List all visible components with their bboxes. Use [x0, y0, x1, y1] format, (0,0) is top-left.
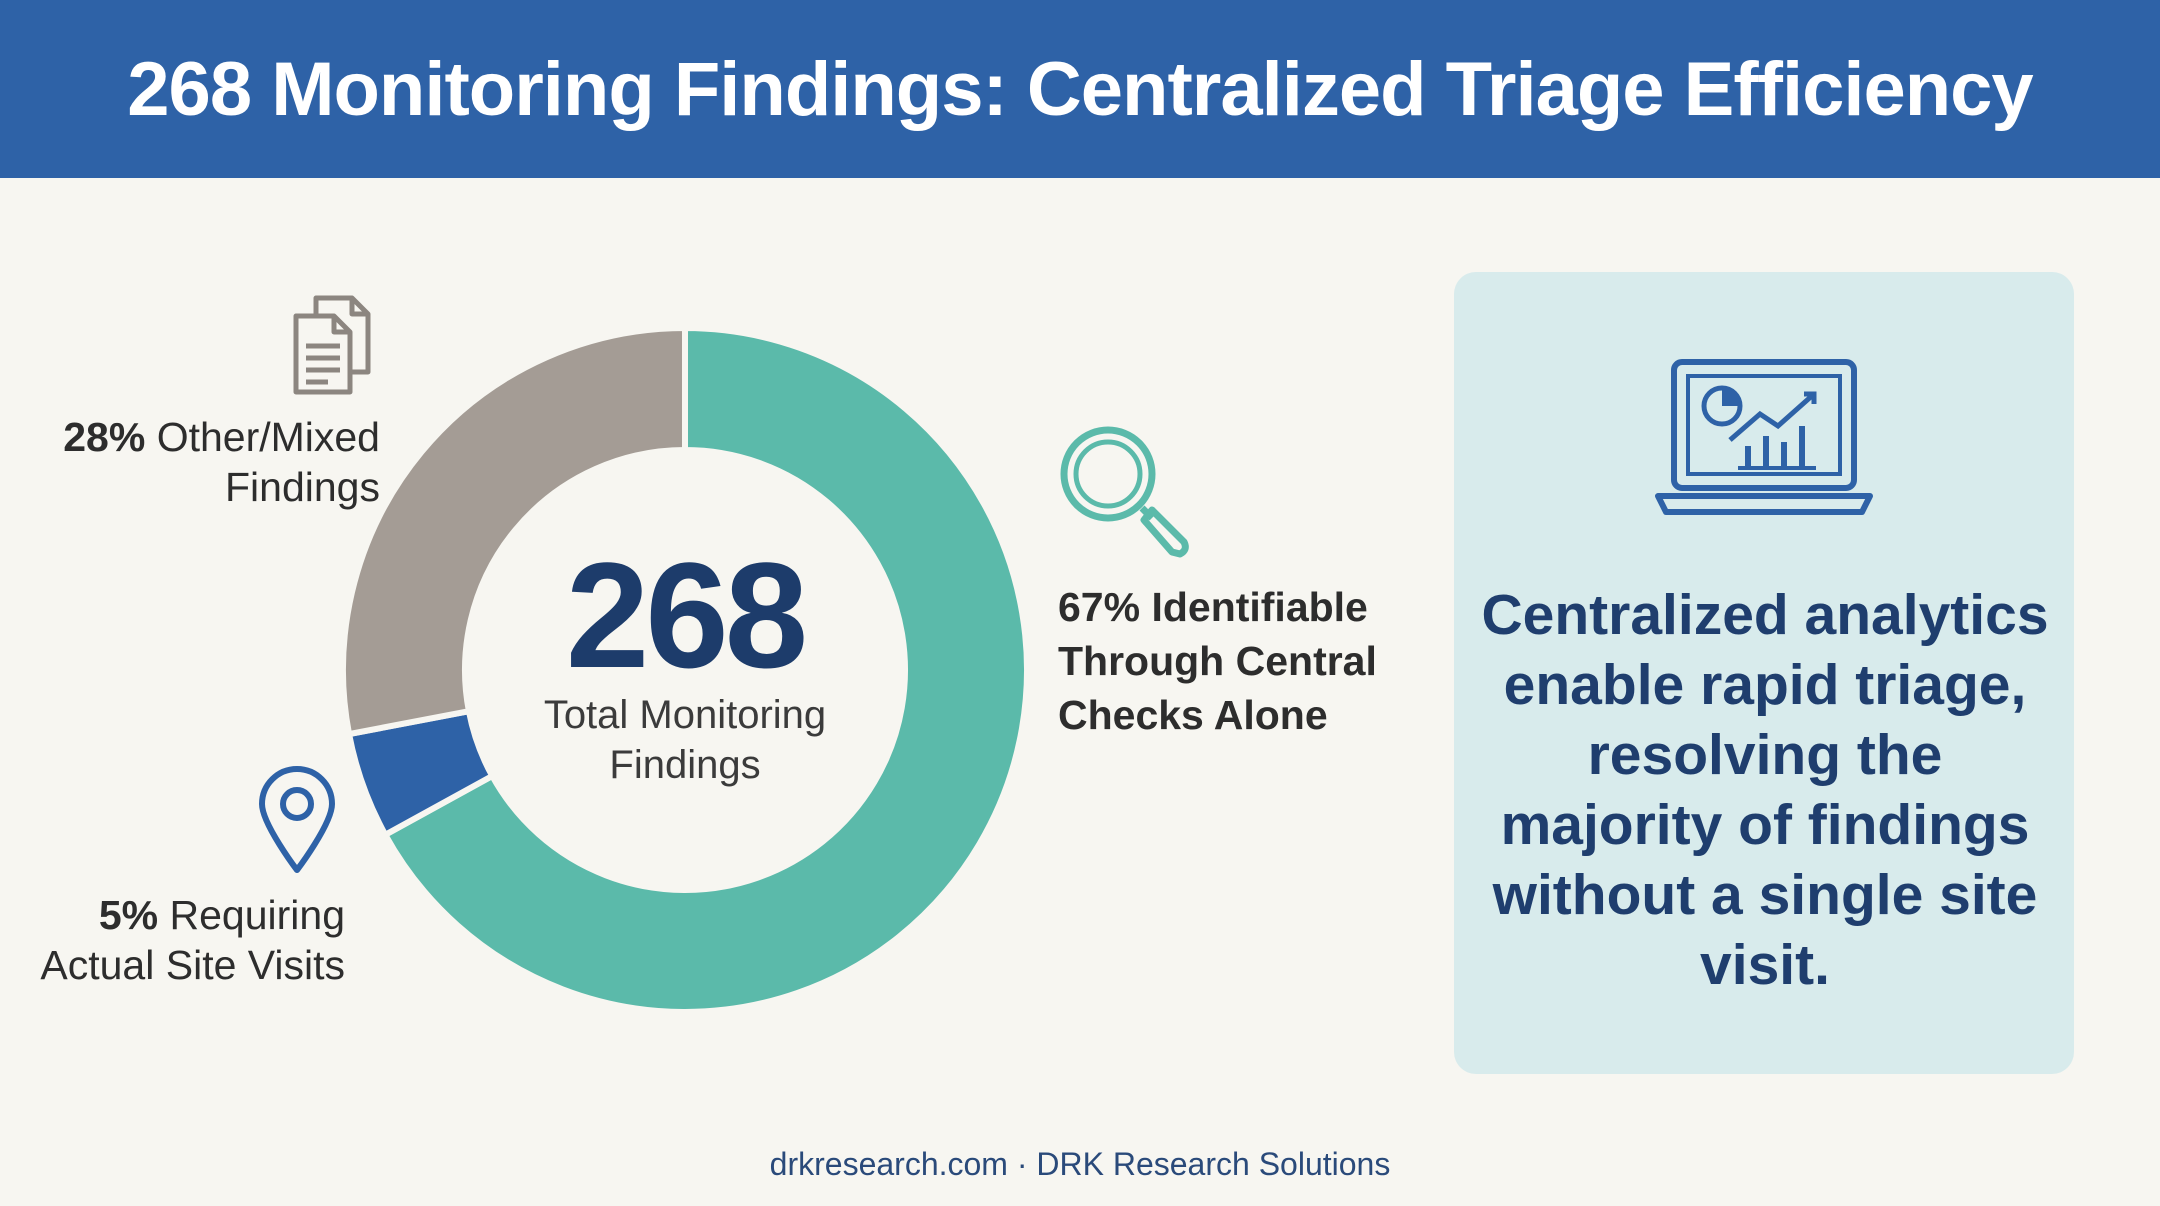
callout-site-pct: 5% — [98, 892, 159, 938]
insight-text: Centralized analytics enable rapid triag… — [1481, 583, 2049, 997]
donut-slice-1 — [381, 324, 1030, 1015]
magnifier-icon — [1060, 426, 1189, 558]
footer-credit: drkresearch.com · DRK Research Solutions — [769, 1146, 1391, 1182]
title-banner: 268 Monitoring Findings: Centralized Tri… — [0, 0, 2160, 178]
map-pin-icon — [259, 766, 335, 873]
donut-center-label: Total Monitoring Findings — [543, 693, 827, 787]
insight-panel — [1454, 272, 2074, 1074]
page-title: 268 Monitoring Findings: Centralized Tri… — [127, 46, 2033, 132]
callout-site-text: Requiring Actual Site Visits — [40, 892, 345, 988]
callout-central-checks: 67% Identifiable Through Central Checks … — [1058, 584, 1377, 738]
donut-chart — [340, 324, 1030, 1015]
callout-other-pct: 28% — [63, 414, 146, 460]
donut-center-value: 268 — [565, 531, 808, 699]
callout-other-mixed: 28% Other/Mixed Findings — [40, 412, 380, 512]
callout-site-visits: 5% Requiring Actual Site Visits — [40, 890, 345, 990]
donut-slice-3 — [340, 324, 688, 738]
documents-icon — [293, 295, 371, 395]
laptop-analytics-icon — [1655, 359, 1873, 515]
callout-other-text: Other/Mixed Findings — [156, 414, 380, 510]
